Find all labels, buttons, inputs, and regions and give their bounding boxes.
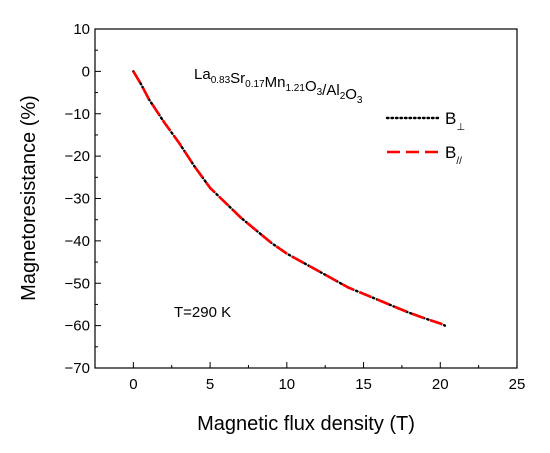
y-tick-label: 0	[82, 63, 90, 80]
series-b-parallel-line	[132, 70, 446, 327]
legend: B⊥ B//	[385, 109, 465, 167]
y-tick-label: −70	[65, 360, 90, 377]
temperature-label: T=290 K	[174, 304, 231, 321]
x-tick-label: 15	[355, 376, 372, 393]
y-tick-label: −30	[65, 191, 90, 208]
y-tick-label: 10	[73, 21, 90, 38]
x-tick-label: 25	[509, 376, 526, 393]
x-axis-title: Magnetic flux density (T)	[197, 413, 415, 435]
y-tick-label: −20	[65, 148, 90, 165]
y-tick-label: −10	[65, 106, 90, 123]
y-axis-ticks: 10 0 −10 −20 −30 −40 −50 −60 −70	[65, 21, 101, 377]
legend-label-perpendicular: B⊥	[445, 109, 465, 133]
x-axis-ticks: 0 5 10 15 20 25	[129, 362, 525, 393]
y-tick-label: −60	[65, 318, 90, 335]
y-tick-label: −40	[65, 233, 90, 250]
x-tick-label: 5	[206, 376, 214, 393]
x-tick-label: 10	[278, 376, 295, 393]
legend-label-parallel: B//	[445, 143, 462, 167]
x-tick-label: 20	[432, 376, 449, 393]
y-tick-label: −50	[65, 275, 90, 292]
series-layer	[132, 70, 447, 327]
x-tick-label: 0	[129, 376, 137, 393]
sample-composition-label: La0.83Sr0.17Mn1.21O3/Al2O3	[194, 66, 363, 106]
series-b-perpendicular-line	[132, 70, 447, 327]
y-axis-title: Magnetoresistance (%)	[18, 95, 40, 301]
